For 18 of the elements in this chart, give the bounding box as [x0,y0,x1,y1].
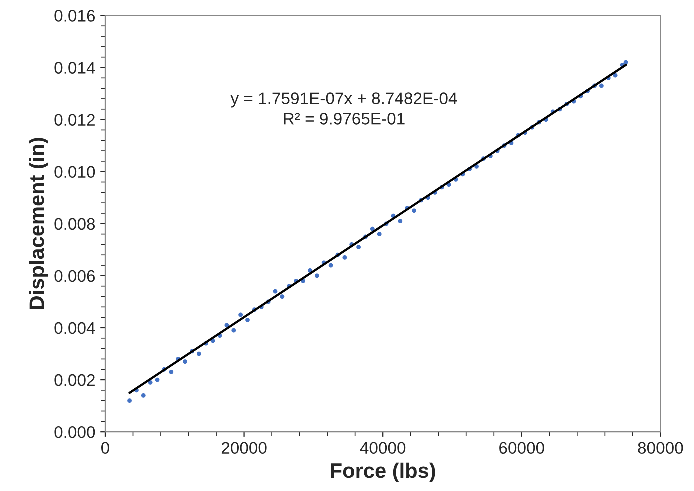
y-tick-label: 0.006 [54,270,96,282]
y-tick-label: 0.012 [54,114,95,126]
x-tick-label: 80000 [638,442,684,454]
x-tick-label: 0 [102,442,110,454]
y-tick-label: 0.016 [54,10,96,22]
annotation: R² = 9.9765E-01 [284,113,405,125]
y-tick-label: 0.002 [54,374,95,386]
y-tick-label: 0.000 [54,426,96,438]
x-tick-label: 20000 [222,442,267,454]
y-tick-label: 0.014 [54,62,96,74]
y-axis-title: Displacement (in) [29,138,49,310]
x-tick-label: 40000 [360,442,406,454]
y-tick-label: 0.004 [54,322,96,334]
y-tick-label: 0.008 [54,218,96,230]
x-axis-title: Force (lbs) [331,462,436,482]
y-tick-label: 0.010 [54,166,96,178]
annotation: y = 1.7591E-07x + 8.7482E-04 [230,92,458,108]
x-tick-label: 60000 [500,442,544,454]
